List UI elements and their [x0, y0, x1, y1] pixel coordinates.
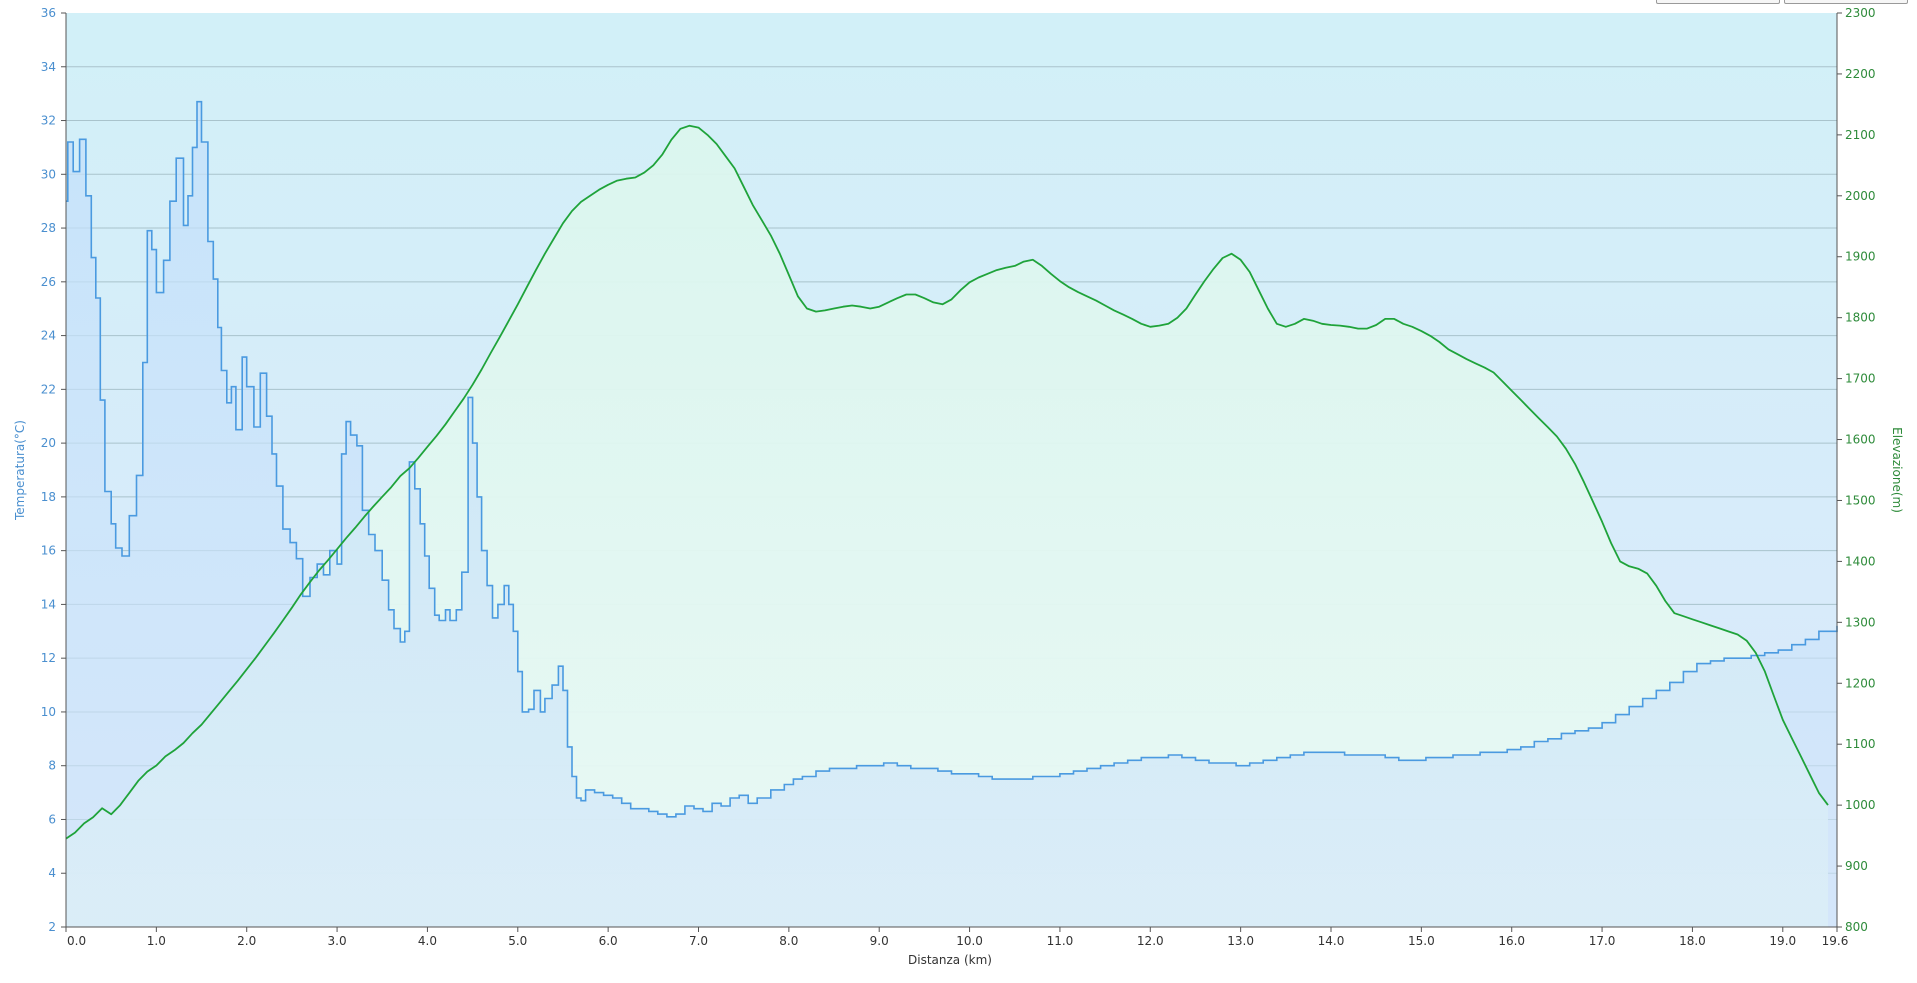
x-tick-label: 1.0	[147, 934, 166, 948]
y-left-tick-label: 28	[41, 221, 56, 235]
x-tick-label: 0.0	[67, 934, 86, 948]
x-tick-label: 15.0	[1408, 934, 1435, 948]
elevation-line	[65, 124, 1829, 840]
x-tick-label: 19.6	[1822, 934, 1849, 948]
y-right-tick-label: 900	[1845, 859, 1868, 873]
temperature-line	[66, 100, 1838, 818]
y-left-tick-label: 22	[41, 382, 56, 396]
x-tick-label: 18.0	[1679, 934, 1706, 948]
tick-labels: 2468101214161820222426283032343680090010…	[41, 6, 1876, 948]
y-right-tick-label: 1200	[1845, 676, 1876, 690]
x-tick-label: 7.0	[689, 934, 708, 948]
x-axis-title: Distanza (km)	[908, 953, 992, 967]
y-left-tick-label: 30	[41, 167, 56, 181]
toolbar-button-1[interactable]	[1656, 0, 1780, 4]
y-left-tick-label: 20	[41, 436, 56, 450]
x-tick-label: 3.0	[328, 934, 347, 948]
y-right-tick-label: 1400	[1845, 554, 1876, 568]
x-tick-label: 17.0	[1589, 934, 1616, 948]
x-tick-label: 6.0	[599, 934, 618, 948]
x-tick-label: 8.0	[779, 934, 798, 948]
toolbar-button-2[interactable]	[1784, 0, 1908, 4]
y-left-tick-label: 18	[41, 490, 56, 504]
y-left-tick-label: 10	[41, 705, 56, 719]
y-left-tick-label: 4	[48, 866, 56, 880]
axes	[61, 12, 1842, 932]
y-right-tick-label: 1900	[1845, 250, 1876, 264]
y-right-axis-title: Elevazione(m)	[1890, 427, 1904, 513]
y-left-tick-label: 14	[41, 597, 56, 611]
y-left-tick-label: 6	[48, 812, 56, 826]
y-left-tick-label: 24	[41, 329, 56, 343]
y-left-tick-label: 32	[41, 114, 56, 128]
y-left-tick-label: 2	[48, 920, 56, 934]
y-right-tick-label: 1100	[1845, 737, 1876, 751]
series-lines	[65, 100, 1838, 840]
x-tick-label: 5.0	[508, 934, 527, 948]
y-left-tick-label: 16	[41, 544, 56, 558]
y-right-tick-label: 2200	[1845, 67, 1876, 81]
y-right-tick-label: 2300	[1845, 6, 1876, 20]
x-tick-label: 2.0	[237, 934, 256, 948]
x-tick-label: 19.0	[1769, 934, 1796, 948]
y-left-axis-title: Temperatura(°C)	[13, 420, 27, 521]
x-tick-label: 11.0	[1047, 934, 1074, 948]
y-left-tick-label: 36	[41, 6, 56, 20]
y-right-tick-label: 1700	[1845, 372, 1876, 386]
x-tick-label: 13.0	[1227, 934, 1254, 948]
y-right-tick-label: 1000	[1845, 798, 1876, 812]
y-right-tick-label: 2100	[1845, 128, 1876, 142]
y-right-tick-label: 1800	[1845, 311, 1876, 325]
x-tick-label: 9.0	[870, 934, 889, 948]
y-left-tick-label: 26	[41, 275, 56, 289]
y-right-tick-label: 1300	[1845, 615, 1876, 629]
y-left-tick-label: 8	[48, 759, 56, 773]
x-tick-label: 10.0	[956, 934, 983, 948]
x-tick-label: 12.0	[1137, 934, 1164, 948]
y-right-tick-label: 2000	[1845, 189, 1876, 203]
y-right-tick-label: 1500	[1845, 493, 1876, 507]
temperature-area	[66, 101, 1837, 927]
x-tick-label: 14.0	[1318, 934, 1345, 948]
x-tick-label: 16.0	[1498, 934, 1525, 948]
y-right-tick-label: 800	[1845, 920, 1868, 934]
y-left-tick-label: 12	[41, 651, 56, 665]
x-tick-label: 4.0	[418, 934, 437, 948]
y-left-tick-label: 34	[41, 60, 56, 74]
y-right-tick-label: 1600	[1845, 433, 1876, 447]
